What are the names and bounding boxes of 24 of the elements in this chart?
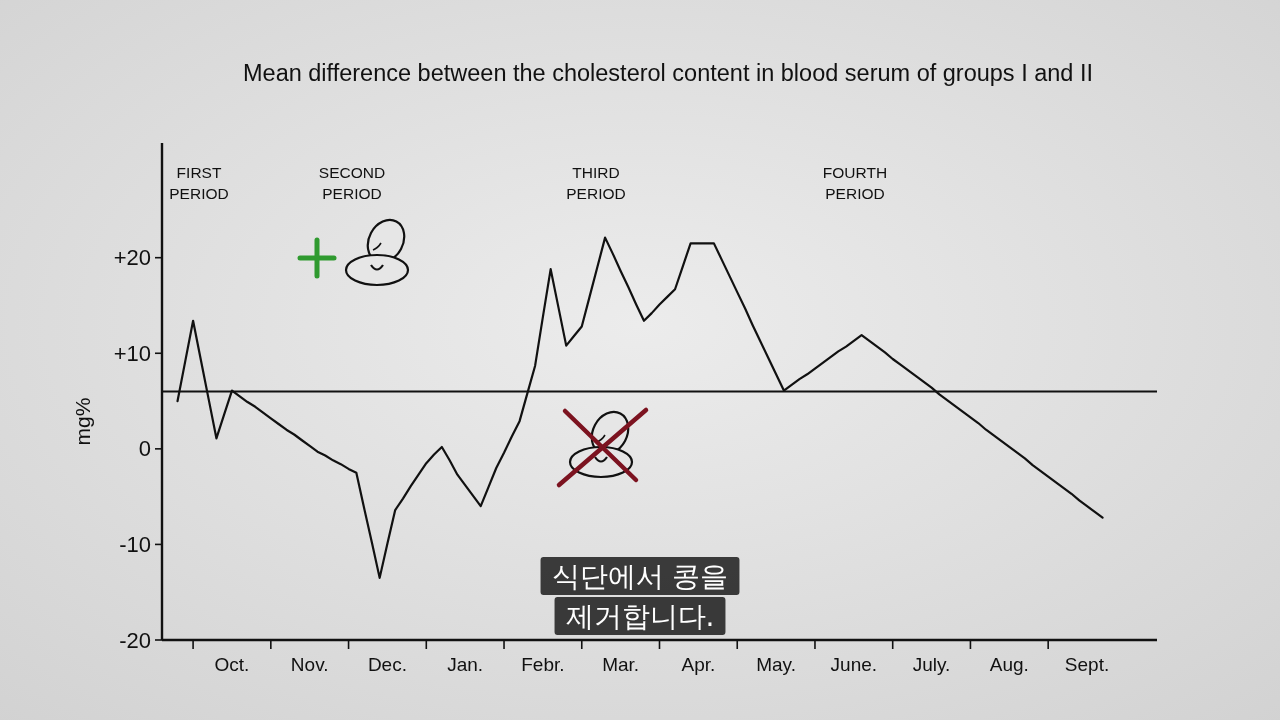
y-tick-label: -20 — [119, 627, 151, 653]
chart-title: Mean difference between the cholesterol content in blood serum of groups I and II — [242, 60, 1094, 86]
x-tick-label: July. — [912, 653, 951, 675]
annotation: SECOND PERIOD — [318, 163, 386, 201]
x-tick-label: Oct. — [214, 653, 250, 675]
annotation: THIRD PERIOD — [566, 163, 626, 201]
x-tick-label: Dec. — [367, 653, 407, 675]
y-tick-label: +20 — [113, 245, 151, 271]
x-tick-label: Mar. — [602, 653, 640, 675]
x-tick-label: June. — [830, 653, 878, 675]
x-tick-label: May. — [756, 653, 796, 675]
x-tick-label: Apr. — [681, 653, 716, 675]
x-tick-label: Nov. — [290, 653, 329, 675]
y-tick-label: 0 — [138, 436, 151, 462]
x-tick-label: Sept. — [1064, 653, 1110, 675]
y-tick-label: -10 — [119, 531, 151, 557]
x-tick-label: Febr. — [521, 653, 565, 675]
annotation: FIRST PERIOD — [169, 163, 229, 201]
y-axis-title: mg% — [70, 397, 94, 446]
x-tick-label: Aug. — [989, 653, 1029, 675]
annotation: FOURTH PERIOD — [822, 163, 888, 201]
annotation: 식단에서 콩을 제거합니다. — [551, 559, 729, 633]
x-tick-label: Jan. — [447, 653, 484, 675]
y-tick-label: +10 — [113, 340, 151, 366]
